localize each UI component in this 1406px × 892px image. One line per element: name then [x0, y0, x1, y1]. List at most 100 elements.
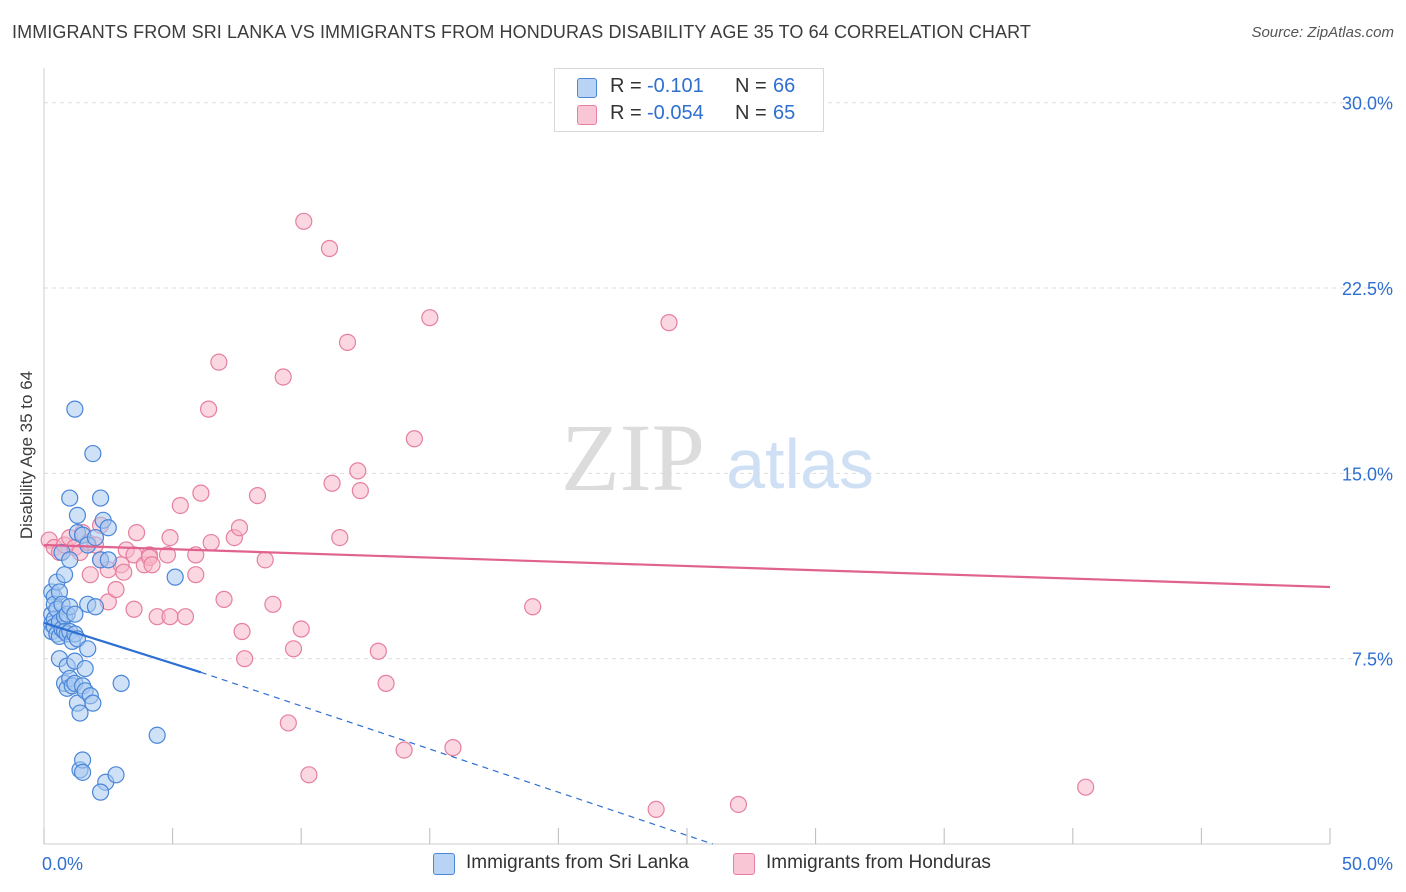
honduras-point: [230, 519, 249, 537]
y-tick-label: 22.5%: [1342, 279, 1393, 299]
honduras-point: [192, 484, 210, 502]
honduras-point: [264, 595, 282, 613]
y-tick-label: 15.0%: [1342, 464, 1393, 484]
honduras-point: [444, 739, 462, 757]
sri-lanka-point: [84, 444, 102, 463]
sri-lanka-point: [61, 489, 79, 507]
trend-lines: [43, 543, 1331, 845]
honduras-point: [200, 400, 218, 418]
honduras-point: [323, 474, 341, 492]
sri-lanka-point: [71, 704, 89, 722]
honduras-point: [125, 600, 143, 618]
sri-lanka-point: [76, 659, 94, 678]
source-credit: Source: ZipAtlas.com: [1251, 24, 1394, 41]
x-tick-label: 0.0%: [42, 854, 83, 874]
honduras-point: [331, 528, 349, 547]
honduras-point: [161, 608, 179, 626]
honduras-point: [351, 482, 369, 500]
sri-lanka-point: [91, 783, 110, 801]
sri-lanka-points: [43, 400, 184, 801]
honduras-point: [171, 496, 189, 515]
honduras-point: [233, 622, 251, 641]
y-tick-label: 7.5%: [1352, 650, 1393, 670]
honduras-point: [320, 239, 339, 258]
legend-swatch-pink: [577, 105, 597, 125]
honduras-point: [202, 533, 220, 552]
sri-lanka-point: [107, 766, 125, 784]
honduras-point: [210, 353, 228, 371]
sri-lanka-point: [86, 598, 105, 616]
legend-r-label: R =: [610, 102, 642, 124]
honduras-point: [248, 486, 267, 505]
honduras-point: [274, 368, 292, 386]
axes: [43, 68, 1331, 845]
sri-lanka-point: [112, 674, 130, 692]
honduras-point: [421, 309, 439, 327]
correlation-legend: R = -0.101 N = 66 R = -0.054 N = 65: [554, 68, 824, 132]
y-tick-label: 30.0%: [1342, 94, 1393, 114]
honduras-point: [279, 714, 297, 732]
bottom-legend-label: Immigrants from Sri Lanka: [466, 852, 689, 873]
watermark-zip: ZIP: [561, 404, 705, 511]
sri-lanka-trend-line: [43, 621, 202, 674]
sri-lanka-point: [91, 489, 110, 507]
legend-n-label: N =: [735, 75, 767, 97]
honduras-point: [647, 800, 665, 819]
sri-lanka-point: [99, 519, 117, 537]
honduras-trend-line: [43, 543, 1331, 589]
legend-r-value: -0.054: [647, 102, 704, 124]
honduras-point: [215, 590, 233, 608]
grid-lines: [44, 102, 1393, 660]
honduras-point: [729, 795, 748, 814]
honduras-point: [405, 430, 423, 448]
bottom-legend-swatch-pink: [733, 853, 755, 875]
honduras-point: [284, 640, 303, 658]
chart-title: IMMIGRANTS FROM SRI LANKA VS IMMIGRANTS …: [12, 22, 1032, 42]
honduras-point: [300, 766, 318, 784]
honduras-point: [1077, 778, 1095, 796]
honduras-point: [127, 524, 146, 542]
honduras-point: [161, 528, 179, 547]
honduras-point: [236, 650, 254, 668]
honduras-point: [395, 741, 413, 759]
sri-lanka-point: [99, 551, 117, 569]
honduras-point: [660, 314, 678, 332]
honduras-points: [40, 212, 1095, 819]
x-tick-label: 50.0%: [1342, 854, 1393, 874]
bottom-legend-swatch-blue: [433, 853, 455, 875]
sri-lanka-point: [66, 400, 84, 418]
sri-lanka-point: [55, 566, 74, 584]
honduras-point: [81, 566, 99, 584]
honduras-point: [338, 333, 357, 351]
sri-lanka-point: [68, 506, 87, 524]
honduras-point: [292, 620, 310, 638]
legend-n-value: 66: [773, 75, 796, 97]
sri-lanka-point: [79, 640, 97, 658]
sri-lanka-point: [61, 551, 79, 569]
honduras-point: [115, 563, 133, 581]
legend-r-value: -0.101: [647, 75, 704, 97]
sri-lanka-point: [166, 568, 184, 586]
legend-swatch-blue: [577, 78, 597, 98]
legend-r-label: R =: [610, 75, 642, 97]
honduras-point: [256, 551, 274, 569]
tick-labels: 7.5% 15.0% 22.5% 30.0% 0.0% 50.0%: [42, 94, 1393, 874]
honduras-point: [158, 546, 177, 564]
honduras-point: [176, 608, 195, 626]
honduras-point: [349, 462, 367, 480]
honduras-point: [377, 674, 395, 692]
honduras-point: [107, 580, 125, 599]
sri-lanka-point: [73, 763, 92, 781]
honduras-point: [295, 212, 313, 230]
watermark-atlas: atlas: [726, 425, 874, 503]
honduras-point: [369, 642, 387, 660]
sri-lanka-trend-extension: [200, 671, 713, 845]
honduras-point: [524, 598, 542, 616]
honduras-point: [187, 566, 205, 584]
bottom-legend-label: Immigrants from Honduras: [766, 852, 991, 873]
legend-n-label: N =: [735, 102, 767, 124]
sri-lanka-point: [66, 605, 84, 623]
sri-lanka-point: [84, 694, 102, 712]
sri-lanka-point: [148, 726, 166, 744]
